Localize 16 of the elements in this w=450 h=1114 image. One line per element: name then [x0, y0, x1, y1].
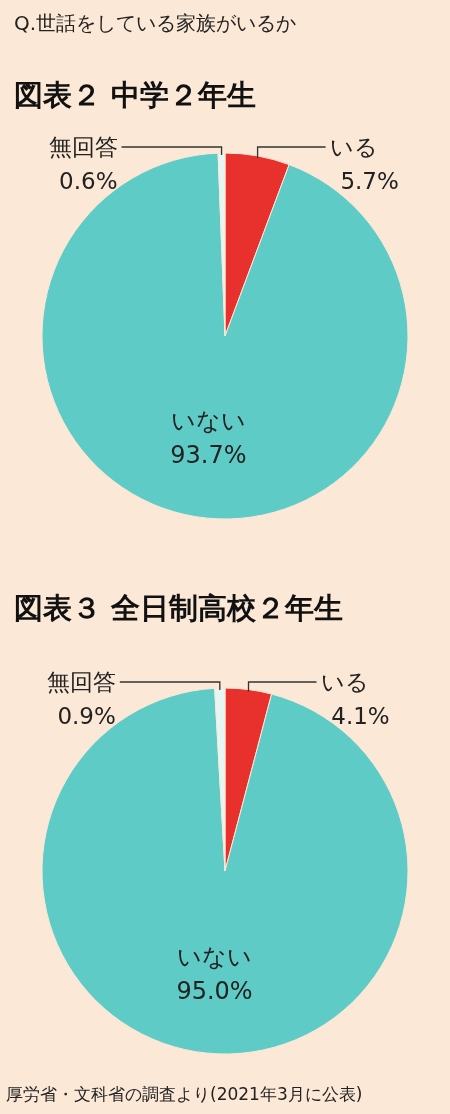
data-label: 95.0% [176, 976, 253, 1005]
slice-label: いる [320, 669, 369, 695]
chart-subtitle: 図表２ 中学２年生 [14, 78, 257, 112]
data-label: 0.9% [57, 703, 116, 729]
slice-label: いない [170, 406, 246, 435]
slice-label: 無回答 [46, 669, 116, 695]
slice-label: 無回答 [48, 134, 118, 160]
data-label: 5.7% [340, 168, 399, 194]
data-label: 4.1% [331, 703, 390, 729]
chart-title: Q.世話をしている家族がいるか [14, 11, 297, 35]
chart-title: 図表３ 全日制高校２年生 [14, 591, 344, 625]
slice-label: いる [329, 134, 378, 160]
data-label: 0.6% [59, 168, 118, 194]
text: 厚労省・文科省の調査より(2021年3月に公表) [6, 1084, 363, 1104]
slice-label: いない [177, 942, 253, 971]
data-label: 93.7% [170, 440, 247, 469]
